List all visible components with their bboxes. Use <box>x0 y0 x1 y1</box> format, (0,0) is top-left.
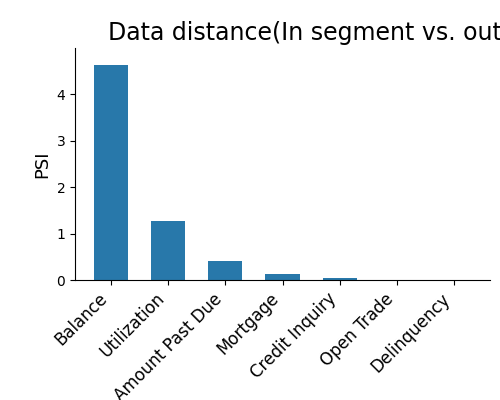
Y-axis label: PSI: PSI <box>33 150 51 178</box>
Bar <box>94 65 128 280</box>
Bar <box>322 278 357 280</box>
Bar <box>266 274 300 280</box>
Bar <box>208 260 242 280</box>
Bar <box>151 221 186 280</box>
Text: Data distance(In segment vs. out of segment): Data distance(In segment vs. out of segm… <box>108 21 500 45</box>
